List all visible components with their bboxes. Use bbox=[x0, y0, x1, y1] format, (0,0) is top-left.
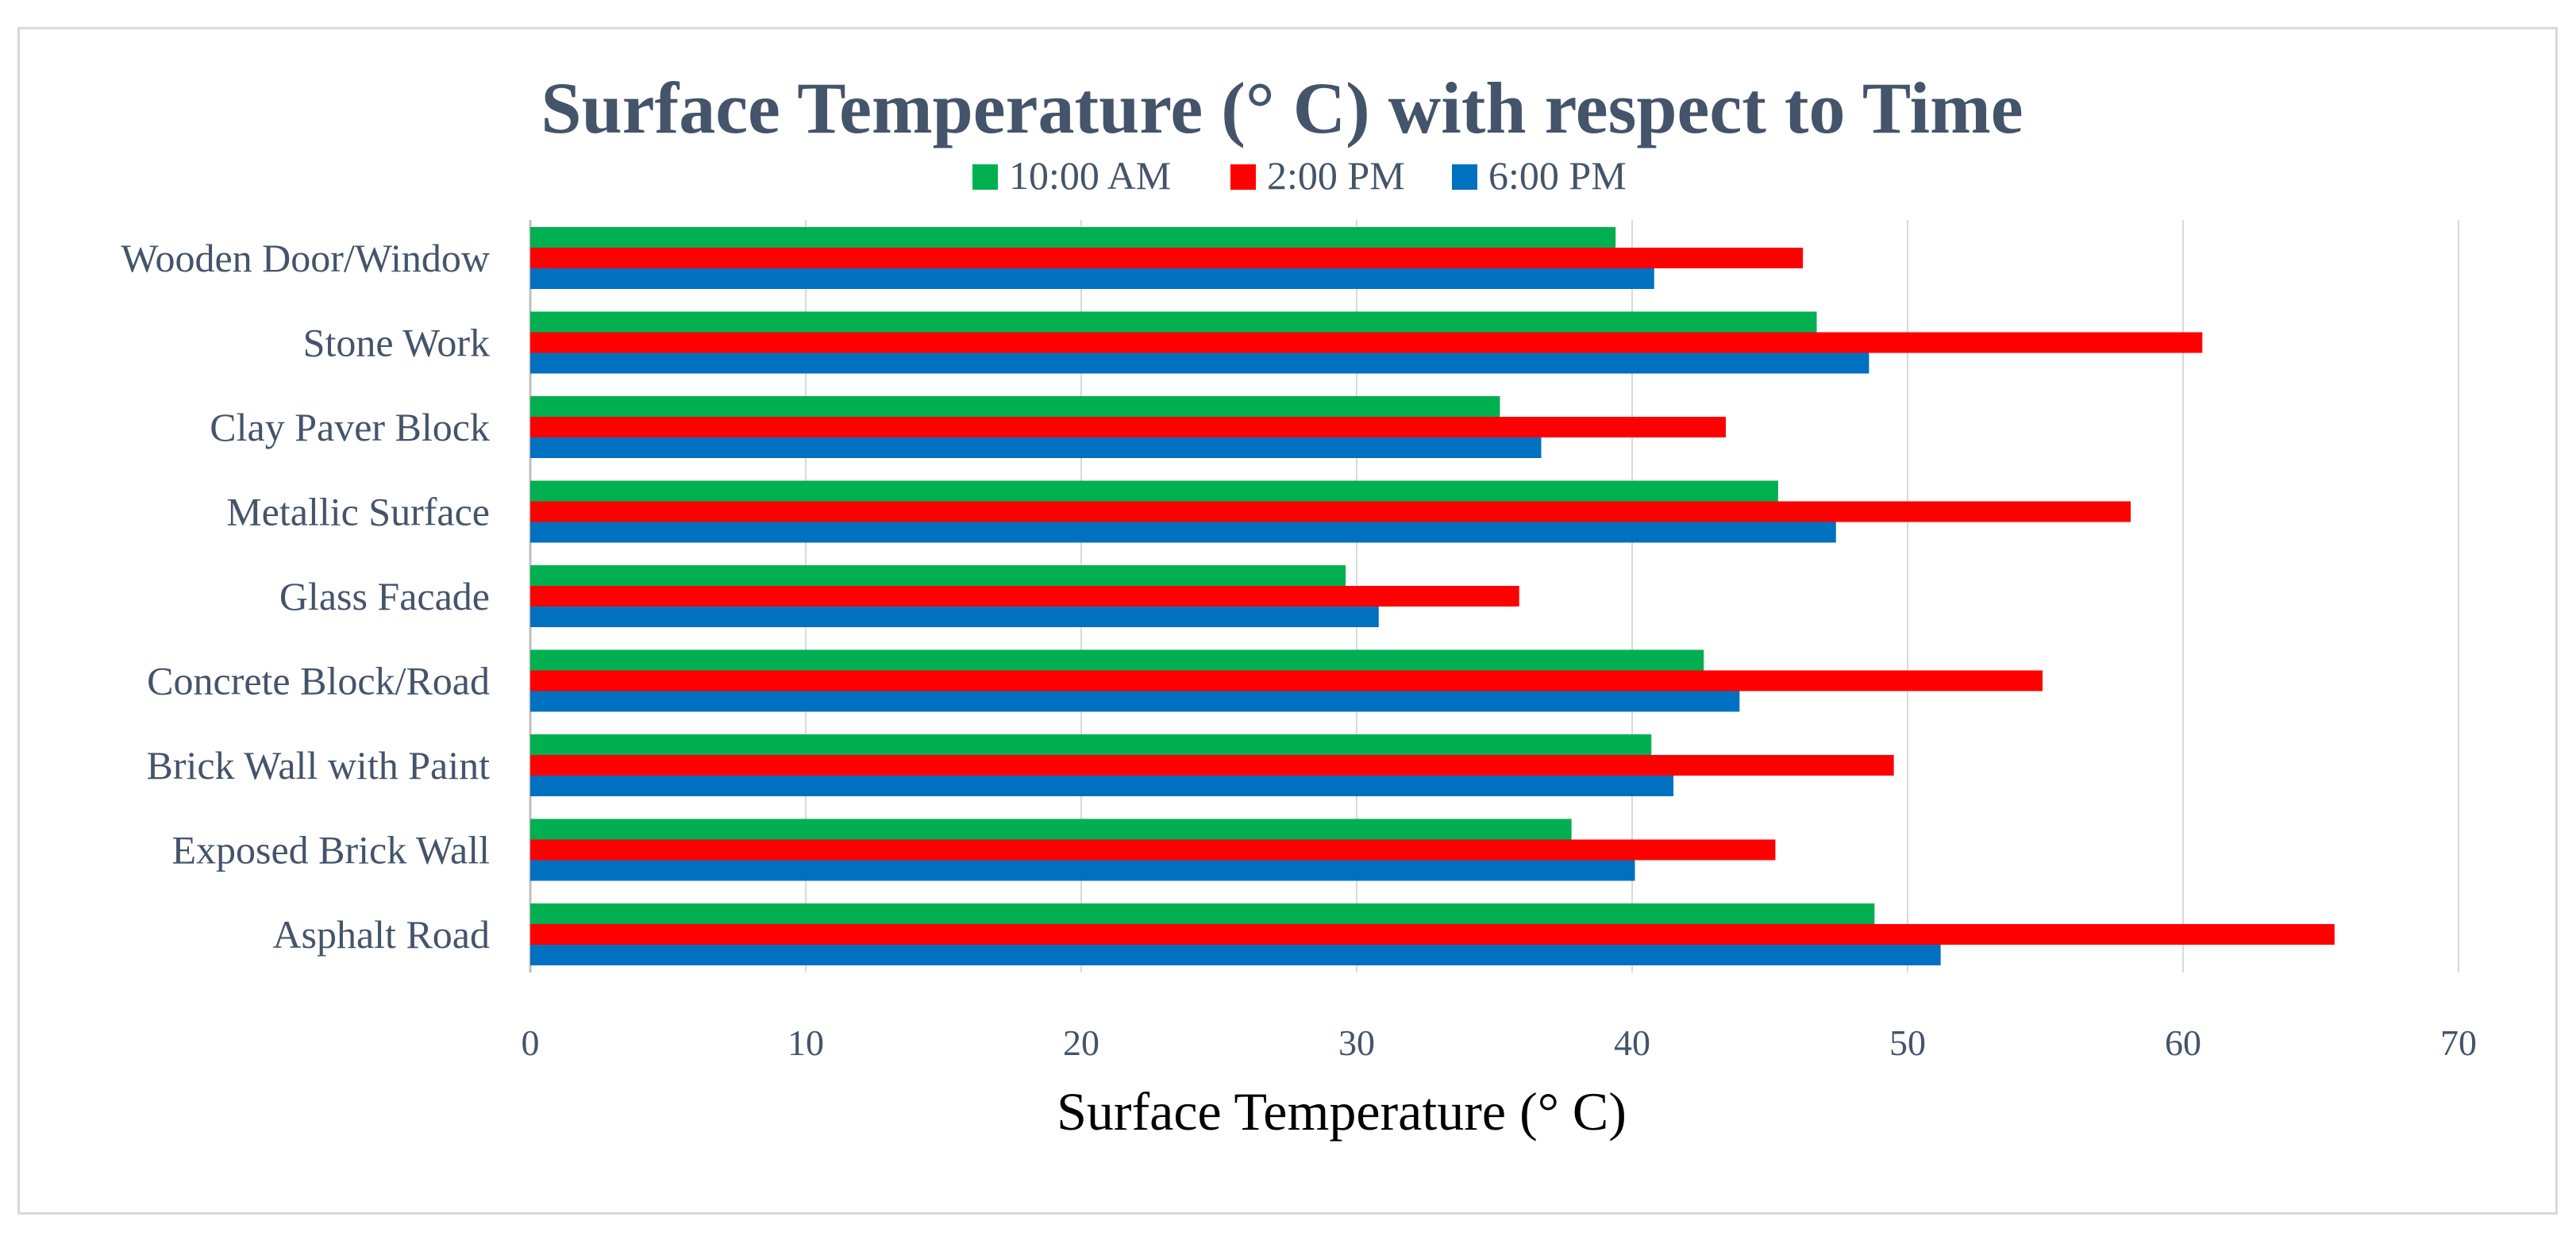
legend-label-0: 10:00 AM bbox=[1009, 153, 1171, 198]
bar-stone-work-2-00-pm bbox=[530, 332, 2203, 353]
chart-frame: Surface Temperature (° C) with respect t… bbox=[17, 27, 2558, 1215]
legend-label-1: 2:00 PM bbox=[1267, 153, 1405, 198]
bar-clay-paver-block-2-00-pm bbox=[530, 417, 1726, 437]
bar-wooden-door-window-10-00-am bbox=[530, 227, 1616, 248]
bar-asphalt-road-6-00-pm bbox=[530, 945, 1941, 965]
bar-wooden-door-window-6-00-pm bbox=[530, 268, 1654, 289]
bar-metallic-surface-10-00-am bbox=[530, 480, 1778, 502]
bar-asphalt-road-2-00-pm bbox=[530, 924, 2335, 945]
category-label: Stone Work bbox=[303, 321, 490, 365]
category-label: Brick Wall with Paint bbox=[146, 743, 490, 788]
bar-exposed-brick-wall-2-00-pm bbox=[530, 839, 1776, 861]
bar-clay-paver-block-10-00-am bbox=[530, 396, 1500, 417]
bar-concrete-block-road-2-00-pm bbox=[530, 670, 2043, 691]
x-tick-label-30: 30 bbox=[1338, 1023, 1375, 1063]
category-labels: Wooden Door/Window Stone Work Clay Paver B… bbox=[121, 236, 490, 957]
legend-swatch-1 bbox=[1230, 164, 1256, 190]
bar-metallic-surface-2-00-pm bbox=[530, 501, 2131, 522]
bar-exposed-brick-wall-10-00-am bbox=[530, 818, 1572, 840]
bar-stone-work-6-00-pm bbox=[530, 352, 1869, 374]
x-tick-label-40: 40 bbox=[1614, 1023, 1650, 1063]
bar-stone-work-10-00-am bbox=[530, 311, 1817, 333]
legend-swatch-0 bbox=[972, 164, 998, 190]
chart-title: Surface Temperature (° C) with respect t… bbox=[541, 67, 2023, 148]
x-tick-label-50: 50 bbox=[1889, 1023, 1926, 1063]
bar-glass-facade-6-00-pm bbox=[530, 607, 1379, 627]
bar-glass-facade-2-00-pm bbox=[530, 586, 1519, 607]
bars bbox=[530, 227, 2335, 965]
category-label: Asphalt Road bbox=[272, 912, 490, 957]
x-tick-label-60: 60 bbox=[2165, 1023, 2201, 1063]
bar-glass-facade-10-00-am bbox=[530, 565, 1346, 586]
bar-brick-wall-with-paint-10-00-am bbox=[530, 734, 1652, 755]
chart-svg: Surface Temperature (° C) with respect t… bbox=[121, 67, 2478, 1142]
bar-wooden-door-window-2-00-pm bbox=[530, 248, 1804, 268]
legend: 10:00 AM 2:00 PM 6:00 PM bbox=[972, 153, 1627, 198]
category-label: Clay Paver Block bbox=[210, 405, 490, 449]
x-tick-label-20: 20 bbox=[1063, 1023, 1099, 1063]
bar-concrete-block-road-6-00-pm bbox=[530, 691, 1740, 712]
x-tick-label-0: 0 bbox=[522, 1023, 540, 1063]
x-tick-labels: 0 10 20 30 40 50 60 70 bbox=[522, 1023, 2478, 1063]
bar-brick-wall-with-paint-6-00-pm bbox=[530, 776, 1674, 796]
bar-exposed-brick-wall-6-00-pm bbox=[530, 860, 1635, 881]
category-label: Wooden Door/Window bbox=[121, 236, 490, 280]
x-tick-label-70: 70 bbox=[2440, 1023, 2477, 1063]
bar-clay-paver-block-6-00-pm bbox=[530, 437, 1542, 458]
category-label: Concrete Block/Road bbox=[147, 659, 490, 703]
category-label: Exposed Brick Wall bbox=[171, 828, 490, 872]
legend-label-2: 6:00 PM bbox=[1488, 153, 1627, 198]
category-label: Glass Facade bbox=[279, 574, 490, 618]
x-tick-label-10: 10 bbox=[787, 1023, 824, 1063]
bar-asphalt-road-10-00-am bbox=[530, 903, 1875, 924]
bar-concrete-block-road-10-00-am bbox=[530, 649, 1704, 671]
x-axis-title: Surface Temperature (° C) bbox=[1057, 1081, 1627, 1142]
bar-metallic-surface-6-00-pm bbox=[530, 522, 1836, 543]
bar-brick-wall-with-paint-2-00-pm bbox=[530, 755, 1894, 776]
category-label: Metallic Surface bbox=[226, 490, 490, 534]
legend-swatch-2 bbox=[1452, 164, 1477, 190]
